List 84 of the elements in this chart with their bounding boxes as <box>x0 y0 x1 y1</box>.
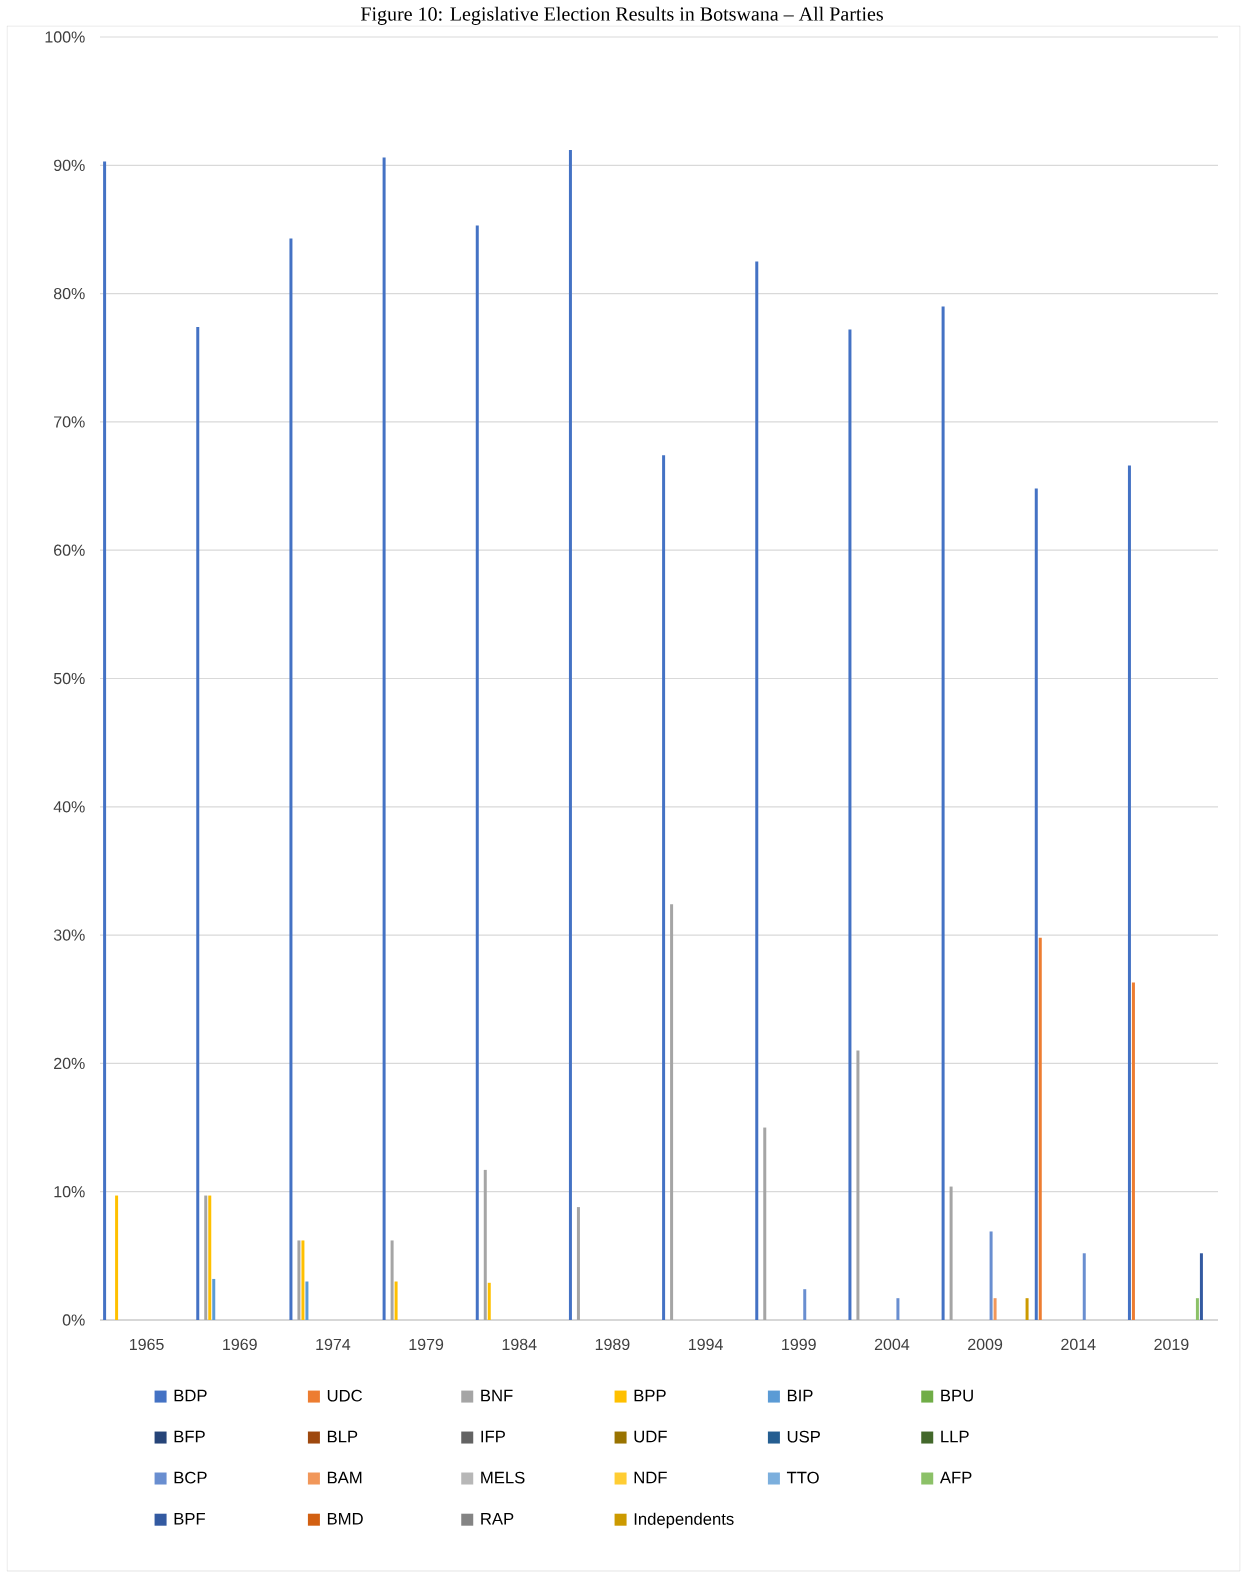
bar <box>1131 982 1135 1320</box>
bar <box>289 238 293 1320</box>
legend-label: UDC <box>327 1389 363 1402</box>
bar <box>196 326 200 1320</box>
x-tick-label: 1999 <box>782 1338 816 1351</box>
bar <box>848 329 852 1320</box>
x-tick-label: 1979 <box>409 1338 444 1351</box>
bar <box>305 1281 309 1320</box>
legend-label: BIP <box>787 1389 813 1402</box>
x-tick-label: 1965 <box>130 1338 164 1351</box>
bar <box>856 1050 860 1320</box>
legend-label: AFP <box>939 1471 972 1484</box>
legend-label: UDF <box>634 1430 667 1443</box>
legend-label: Independents <box>634 1512 734 1529</box>
legend-label: BPF <box>174 1512 205 1525</box>
y-tick-label: 60% <box>54 544 85 556</box>
bar <box>576 1207 580 1320</box>
bar <box>896 1298 900 1320</box>
y-tick-label: 70% <box>54 416 85 428</box>
legend-label: BAM <box>327 1471 362 1484</box>
bar <box>568 149 572 1320</box>
bar <box>1034 488 1038 1320</box>
bar <box>993 1298 997 1320</box>
bar <box>1127 465 1131 1320</box>
bar <box>1082 1253 1086 1320</box>
bar <box>803 1289 807 1320</box>
bar <box>941 306 945 1320</box>
legend-label: IFP <box>481 1430 505 1443</box>
bar <box>483 1169 487 1320</box>
bar <box>212 1278 216 1320</box>
bar <box>487 1282 491 1320</box>
bar <box>989 1231 993 1320</box>
bar <box>394 1281 398 1320</box>
y-tick-label: 30% <box>53 929 85 941</box>
x-tick-label: 1994 <box>689 1338 723 1351</box>
x-tick-label: 2009 <box>968 1338 1003 1351</box>
bar <box>204 1195 208 1320</box>
bar <box>297 1240 301 1320</box>
y-tick-label: 100% <box>45 31 85 43</box>
legend-label: BMD <box>327 1512 363 1525</box>
x-tick-label: 2019 <box>1154 1338 1189 1351</box>
legend-label: USP <box>787 1430 820 1443</box>
y-tick-label: 90% <box>54 159 85 171</box>
bar <box>949 1186 953 1320</box>
bar <box>755 261 759 1320</box>
x-tick-label: 1989 <box>595 1338 630 1351</box>
legend-label: BPU <box>941 1389 973 1402</box>
y-tick-label: 0% <box>62 1314 85 1326</box>
x-tick-label: 2014 <box>1061 1338 1096 1351</box>
legend-label: BPP <box>634 1389 666 1402</box>
legend-label: LLP <box>941 1430 969 1443</box>
y-tick-label: 80% <box>53 287 85 300</box>
legend-label: BCP <box>174 1471 207 1484</box>
legend-label: BLP <box>327 1430 358 1443</box>
bar <box>390 1240 394 1320</box>
chart-title: Figure 10: Legislative Election Results in Botswana – All Parties <box>360 6 883 25</box>
bar <box>208 1195 212 1320</box>
x-tick-label: 2004 <box>874 1338 910 1351</box>
bar <box>763 1127 767 1320</box>
bar <box>301 1240 305 1320</box>
legend-label: NDF <box>634 1471 667 1484</box>
x-tick-label: 1974 <box>316 1338 351 1351</box>
bar <box>1199 1253 1203 1320</box>
bar <box>382 157 386 1320</box>
legend-label: MELS <box>481 1471 525 1484</box>
legend-label: TTO <box>786 1471 819 1484</box>
bar <box>670 904 674 1320</box>
bar <box>115 1195 119 1320</box>
x-tick-label: 1969 <box>223 1338 257 1351</box>
legend-label: BFP <box>174 1430 205 1443</box>
bar <box>103 161 107 1320</box>
legend-label: BDP <box>174 1389 207 1402</box>
bar <box>1195 1298 1199 1320</box>
legend-label: RAP <box>481 1512 514 1525</box>
bar <box>1025 1298 1029 1320</box>
x-tick-label: 1984 <box>502 1338 537 1351</box>
legend-label: BNF <box>481 1389 513 1402</box>
bar <box>1038 937 1042 1320</box>
y-tick-label: 40% <box>53 801 85 813</box>
y-tick-label: 10% <box>54 1186 85 1198</box>
y-tick-label: 50% <box>53 672 85 685</box>
bar <box>662 455 666 1320</box>
y-tick-label: 20% <box>54 1057 85 1070</box>
bar <box>475 225 479 1320</box>
